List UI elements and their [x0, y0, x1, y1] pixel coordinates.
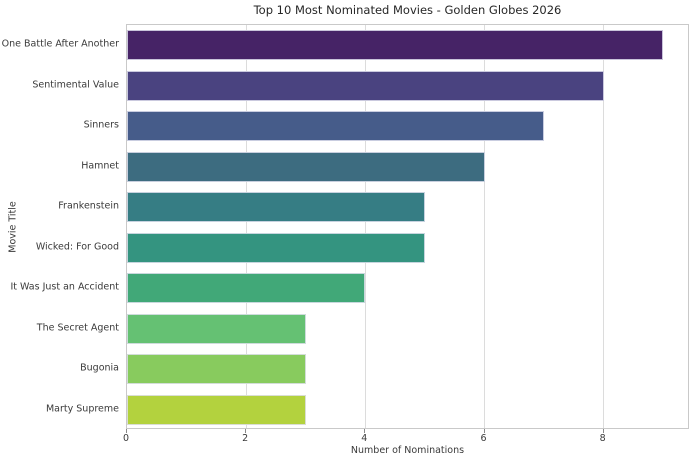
x-axis-label: Number of Nominations	[350, 445, 465, 456]
bar	[127, 111, 544, 142]
bar	[127, 273, 366, 304]
plot-area	[126, 24, 689, 429]
y-tick-label: Frankenstein	[58, 200, 119, 212]
y-tick-label: It Was Just an Accident	[10, 281, 119, 293]
bar	[127, 30, 664, 61]
bar	[127, 151, 485, 182]
bar	[127, 192, 425, 223]
y-tick-label: The Secret Agent	[36, 322, 119, 334]
y-axis-label: Movie Title	[7, 201, 19, 253]
y-tick-label: Bugonia	[80, 362, 119, 374]
gridline	[484, 25, 485, 428]
bar	[127, 232, 425, 263]
gridline	[364, 25, 366, 428]
y-tick-label: Marty Supreme	[45, 403, 119, 415]
y-tick-label: Wicked: For Good	[35, 241, 119, 253]
gridline	[245, 25, 247, 428]
x-tick-mark	[602, 429, 604, 433]
x-tick-label: 6	[480, 433, 487, 444]
x-tick-mark	[364, 429, 366, 433]
y-tick-label: Hamnet	[81, 160, 119, 172]
y-tick-label: One Battle After Another	[1, 38, 119, 50]
x-tick-mark	[126, 429, 127, 433]
chart-title: Top 10 Most Nominated Movies - Golden Gl…	[253, 3, 562, 17]
gridline	[603, 25, 605, 428]
x-tick-mark	[245, 429, 247, 433]
bar	[127, 313, 306, 344]
bar	[127, 394, 306, 425]
x-tick-label: 2	[242, 433, 249, 444]
x-tick-label: 4	[361, 433, 368, 444]
bar	[127, 354, 306, 385]
x-tick-label: 0	[122, 433, 130, 444]
y-tick-label: Sentimental Value	[32, 79, 119, 91]
bar	[127, 70, 604, 101]
y-tick-label: Sinners	[83, 119, 119, 131]
x-tick-mark	[483, 429, 485, 433]
x-tick-label: 8	[599, 433, 606, 444]
